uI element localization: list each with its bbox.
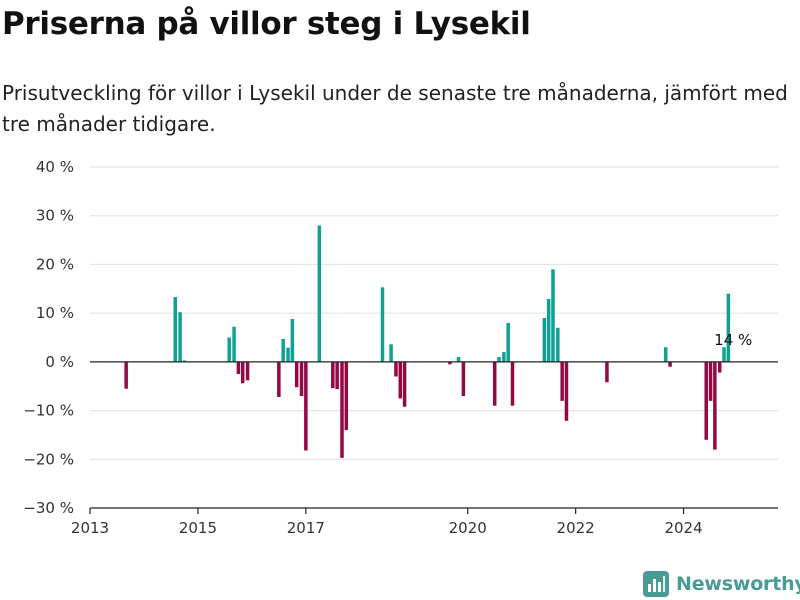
bar bbox=[290, 318, 295, 362]
value-annotation: 14 % bbox=[714, 331, 752, 349]
bar bbox=[294, 361, 299, 388]
bar bbox=[380, 287, 385, 362]
bar bbox=[713, 361, 717, 450]
bar bbox=[240, 361, 245, 384]
x-tick-label: 2017 bbox=[287, 519, 325, 537]
x-tick-label: 2015 bbox=[179, 519, 217, 537]
y-tick-label: 20 % bbox=[36, 255, 74, 273]
y-tick-label: 0 % bbox=[45, 353, 74, 371]
bar bbox=[236, 361, 241, 375]
bar bbox=[560, 361, 564, 401]
x-tick-label: 2022 bbox=[557, 519, 595, 537]
bar bbox=[704, 361, 708, 440]
bar bbox=[546, 299, 551, 362]
bar bbox=[389, 344, 393, 362]
bar bbox=[551, 269, 555, 362]
y-tick-label: 40 % bbox=[36, 158, 74, 176]
bar bbox=[461, 361, 466, 396]
y-tick-label: 30 % bbox=[36, 207, 74, 225]
bar bbox=[448, 361, 452, 365]
bar-chart-icon bbox=[643, 571, 669, 597]
bar bbox=[340, 361, 344, 458]
bar bbox=[232, 326, 236, 362]
bar bbox=[564, 361, 569, 421]
x-tick-label: 2020 bbox=[449, 519, 487, 537]
bar bbox=[492, 361, 497, 406]
bar bbox=[317, 225, 322, 362]
bar bbox=[286, 347, 290, 362]
bar bbox=[510, 361, 515, 406]
bar bbox=[556, 327, 560, 362]
tick-labels: 40 % 30 % 20 % 10 % 0 % −10 % −20 % −30 % 2013 20… bbox=[23, 158, 752, 537]
y-tick-label: −20 % bbox=[23, 450, 74, 468]
bar bbox=[227, 337, 231, 362]
bar bbox=[717, 361, 722, 373]
bar bbox=[277, 361, 281, 397]
bar bbox=[394, 361, 398, 377]
y-tick-label: 10 % bbox=[36, 304, 74, 322]
x-tick-label: 2024 bbox=[664, 519, 702, 537]
y-tick-label: −30 % bbox=[23, 499, 74, 517]
bar bbox=[398, 361, 403, 399]
bar bbox=[708, 361, 713, 401]
y-tick-label: −10 % bbox=[23, 402, 74, 420]
gridlines bbox=[90, 166, 778, 460]
bar bbox=[722, 347, 726, 362]
bar bbox=[542, 318, 547, 362]
bar bbox=[178, 312, 182, 362]
bar bbox=[281, 338, 285, 362]
bar bbox=[182, 360, 187, 362]
bar bbox=[502, 352, 506, 362]
axes bbox=[89, 361, 778, 514]
bars bbox=[124, 225, 731, 458]
chart-subtitle: Prisutveckling för villor i Lysekil unde… bbox=[2, 81, 788, 136]
brand-name: Newsworthy bbox=[676, 573, 800, 595]
bar bbox=[726, 293, 731, 362]
bar bbox=[245, 361, 250, 381]
bar bbox=[299, 361, 304, 396]
bar bbox=[664, 347, 668, 362]
chart-title: Priserna på villor steg i Lysekil bbox=[2, 6, 531, 42]
bar bbox=[335, 361, 339, 390]
bar bbox=[456, 356, 461, 362]
bar bbox=[402, 361, 407, 407]
bar bbox=[497, 356, 501, 362]
bar bbox=[173, 297, 178, 362]
bar bbox=[668, 361, 672, 367]
bar bbox=[344, 361, 349, 431]
x-tick-label: 2013 bbox=[71, 519, 109, 537]
newsworthy-logo: Newsworthy bbox=[643, 568, 800, 600]
bar bbox=[331, 361, 335, 389]
bar bbox=[506, 322, 510, 362]
bar bbox=[124, 361, 128, 389]
bar bbox=[304, 361, 308, 451]
bar bbox=[605, 361, 609, 383]
